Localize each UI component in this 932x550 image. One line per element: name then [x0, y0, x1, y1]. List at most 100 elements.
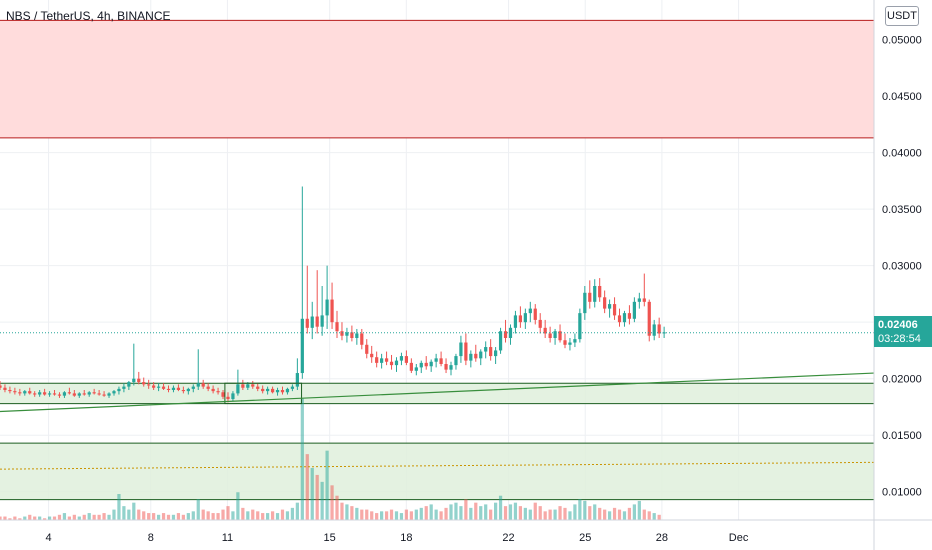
volume-bar: [622, 511, 627, 520]
volume-bar: [355, 507, 359, 520]
candle-body: [38, 392, 42, 395]
candle-body: [503, 331, 508, 338]
candlesticks[interactable]: [0, 186, 666, 403]
candle-body: [345, 332, 349, 336]
candle-body: [335, 322, 339, 332]
candle-body: [429, 361, 433, 367]
candle-body: [632, 301, 636, 319]
dotted-level-line: [0, 461, 875, 470]
volume-bar: [117, 494, 121, 520]
candle-body: [459, 342, 463, 357]
volume-bar: [305, 454, 309, 520]
candle-body: [305, 318, 309, 328]
candle-body: [186, 388, 190, 392]
volume-bar: [132, 502, 136, 520]
y-tick-label: 0.01500: [882, 430, 922, 442]
volume-bar: [18, 518, 22, 520]
volume-bar: [0, 516, 2, 520]
candle-body: [72, 393, 76, 396]
candle-body: [642, 298, 646, 302]
candle-body: [0, 385, 2, 388]
volume-bar: [67, 516, 71, 520]
volume-bar: [637, 500, 641, 520]
candle-body: [538, 319, 542, 328]
candle-body: [365, 344, 369, 354]
candle-body: [603, 297, 607, 309]
candle-body: [107, 393, 111, 396]
candle-body: [523, 313, 527, 323]
volume-bar: [642, 509, 646, 520]
candle-body: [419, 362, 423, 368]
volume-bar: [152, 513, 156, 520]
volume-bar: [380, 511, 384, 520]
candle-body: [493, 350, 498, 357]
candle-body: [637, 298, 641, 302]
candle-body: [67, 392, 71, 394]
candle-body: [484, 347, 488, 352]
candle-body: [77, 393, 81, 396]
candle-body: [553, 331, 557, 338]
y-tick-label: 0.01000: [882, 487, 922, 499]
candle-body: [340, 331, 344, 336]
volume-bar: [33, 516, 37, 520]
volume-bar: [23, 516, 27, 520]
candle-body: [97, 393, 101, 395]
candle-body: [117, 388, 121, 392]
volume-bar: [474, 502, 478, 520]
candle-body: [350, 332, 354, 338]
volume-bar: [97, 514, 101, 520]
volume-bar: [578, 499, 582, 520]
volume-bar: [236, 492, 240, 520]
volume-bar: [498, 495, 503, 520]
candle-body: [528, 308, 532, 314]
volume-bar: [573, 504, 577, 520]
candle-body: [558, 331, 562, 341]
candle-body: [211, 388, 215, 392]
volume-bar: [142, 511, 146, 520]
volume-bar: [598, 507, 602, 520]
volume-bar: [553, 509, 557, 520]
volume-bar: [280, 509, 285, 520]
candle-body: [578, 313, 582, 340]
volume-bar: [548, 509, 552, 520]
candle-body: [92, 392, 96, 394]
volume-bar: [484, 504, 488, 520]
volume-bar: [216, 513, 220, 520]
volume-bar: [147, 513, 151, 520]
zone-support_upper: [0, 383, 874, 404]
volume-bar: [92, 514, 96, 520]
volume-bar: [444, 507, 448, 520]
volume-bar: [72, 514, 76, 520]
candle-body: [290, 386, 295, 389]
candle-body: [132, 378, 136, 383]
candle-body: [23, 391, 27, 394]
y-tick-label: 0.05000: [882, 35, 922, 47]
candle-body: [607, 304, 612, 309]
volume-bar: [241, 507, 245, 520]
candle-body: [399, 356, 404, 361]
candle-body: [241, 384, 245, 388]
volume-bar: [434, 509, 438, 520]
currency-unit-button[interactable]: USDT: [885, 6, 919, 26]
candle-body: [533, 308, 537, 320]
volume-bar: [8, 518, 12, 520]
candle-body: [573, 339, 577, 343]
candle-body: [82, 393, 86, 395]
y-tick-label: 0.02000: [882, 374, 922, 386]
volume-bar: [350, 506, 354, 520]
candle-body: [355, 333, 359, 338]
candle-body: [191, 386, 195, 389]
candle-body: [612, 304, 617, 316]
trend-line: [0, 372, 875, 413]
candle-body: [360, 333, 364, 345]
candle-body: [275, 390, 280, 393]
chart-title: NBS / TetherUS, 4h, BINANCE: [6, 9, 171, 23]
volume-bar: [657, 514, 661, 520]
volume-bar: [42, 518, 47, 520]
candle-body: [439, 358, 443, 364]
candle-body: [593, 286, 597, 302]
volume-bar: [156, 514, 161, 520]
volume-bar: [360, 509, 364, 520]
candle-body: [216, 391, 220, 393]
